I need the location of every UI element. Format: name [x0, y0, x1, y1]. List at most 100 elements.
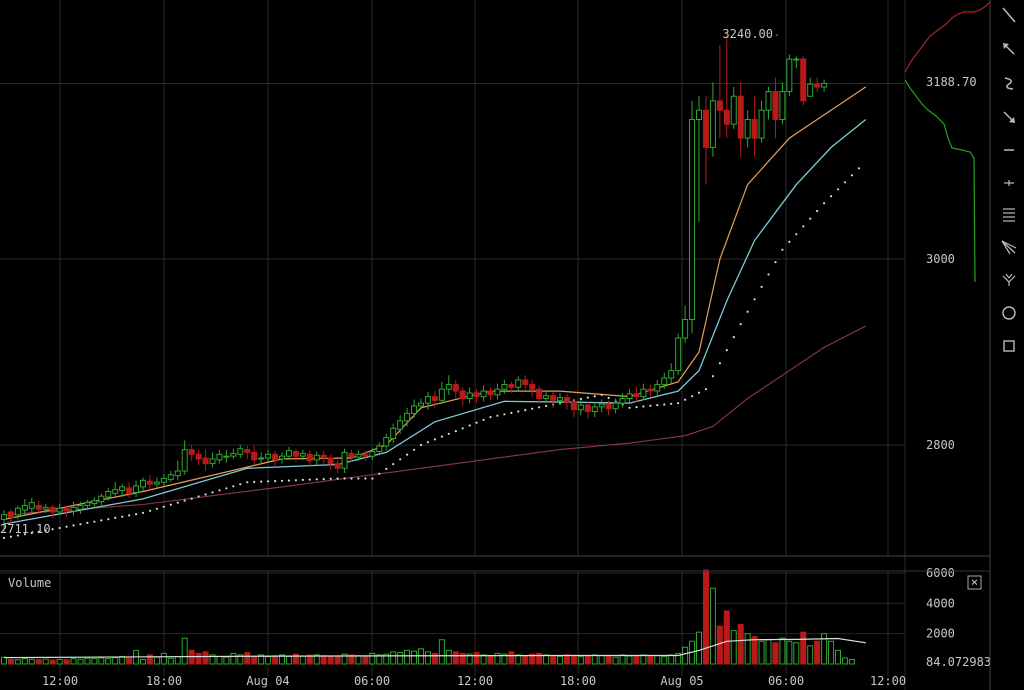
candle: [654, 379, 661, 396]
volume-bar: [758, 640, 765, 665]
candle: [640, 383, 647, 401]
volume-bar: [716, 625, 723, 665]
volume-bar: [91, 658, 98, 665]
indicator-dot: [315, 478, 318, 481]
candle: [612, 398, 619, 414]
candle-body: [390, 427, 397, 439]
arrow-up-left-icon[interactable]: [996, 36, 1022, 62]
vertical-line-icon[interactable]: [996, 170, 1022, 196]
indicator-dot: [44, 529, 47, 532]
indicator-dot: [232, 485, 235, 488]
indicator-dot: [385, 467, 388, 470]
x-axis-tick-label: 18:00: [146, 674, 182, 688]
curve-tool-icon[interactable]: [996, 70, 1022, 96]
volume-axis-tick-label: 4000: [926, 596, 955, 610]
volume-close-button[interactable]: [967, 575, 982, 590]
indicator-dot: [628, 406, 631, 409]
candle-body: [668, 370, 675, 379]
volume-bar: [411, 650, 418, 665]
candle-body: [188, 449, 195, 455]
candle-body: [605, 403, 612, 410]
candle-body: [452, 384, 459, 392]
indicator-dot: [468, 424, 471, 427]
candle-body: [786, 58, 793, 93]
volume-bar: [612, 656, 619, 665]
indicator-dot: [816, 209, 819, 213]
candle-body: [56, 507, 63, 513]
volume-bar: [536, 652, 543, 665]
candle: [619, 392, 626, 408]
volume-bar: [140, 658, 146, 665]
line-tool-icon[interactable]: [996, 2, 1022, 28]
candle-body: [682, 318, 689, 339]
volume-bar: [584, 655, 591, 665]
candle: [668, 363, 675, 384]
candle: [508, 381, 515, 393]
candle-body: [397, 420, 404, 430]
candle-body: [272, 453, 279, 461]
candle: [258, 452, 265, 464]
candle: [716, 45, 723, 139]
indicator-dot: [593, 395, 596, 398]
candle-body: [251, 451, 258, 461]
candle-body: [355, 453, 362, 458]
indicator-dot: [718, 362, 722, 365]
volume-bar: [181, 637, 188, 665]
candle-body: [35, 504, 42, 510]
candle-body: [466, 392, 473, 400]
candle-body: [216, 453, 223, 461]
candle-body: [126, 487, 133, 494]
volume-bar: [543, 654, 550, 665]
volume-bar: [424, 651, 431, 665]
rectangle-icon[interactable]: [996, 333, 1022, 359]
candle: [591, 402, 598, 418]
candle: [355, 450, 362, 461]
pitchfork-icon[interactable]: [996, 266, 1022, 292]
volume-bar: [70, 658, 77, 665]
candle-body: [619, 398, 626, 404]
volume-bar: [591, 654, 598, 665]
indicator-dot: [350, 477, 353, 480]
candle-body: [21, 504, 28, 511]
candle-body: [265, 453, 272, 459]
indicator-dot: [9, 535, 12, 538]
volume-bar: [390, 651, 397, 665]
volume-bar: [661, 656, 668, 665]
candle: [313, 451, 320, 465]
candle-body: [49, 506, 56, 513]
volume-bar: [765, 639, 772, 665]
candle-body: [543, 395, 550, 399]
indicator-dot: [100, 519, 103, 522]
volume-bar: [320, 655, 327, 665]
candle-body: [181, 449, 188, 472]
candle-body: [570, 401, 577, 411]
candle-body: [1, 514, 7, 520]
candle-body: [202, 457, 209, 465]
fan-icon[interactable]: [996, 234, 1022, 260]
candle-body: [696, 109, 702, 120]
candle-body: [480, 390, 487, 398]
horizontal-line-icon[interactable]: [996, 138, 1022, 164]
candle-body: [626, 393, 633, 400]
indicator-dot: [406, 453, 409, 456]
indicator-dot: [364, 477, 367, 480]
volume-bar: [557, 655, 563, 665]
circle-icon[interactable]: [996, 300, 1022, 326]
indicator-dot: [329, 477, 332, 480]
indicator-dot: [670, 402, 673, 405]
arrow-down-right-icon[interactable]: [996, 104, 1022, 130]
candle-body: [348, 452, 355, 458]
fibonacci-icon[interactable]: [996, 202, 1022, 228]
volume-bar: [550, 655, 557, 665]
candle: [723, 35, 730, 139]
indicator-dot: [461, 427, 464, 430]
indicator-dot: [93, 520, 96, 523]
volume-bar: [487, 655, 494, 665]
candle: [188, 445, 195, 461]
volume-bar: [709, 587, 716, 665]
candle: [292, 448, 299, 462]
close-icon[interactable]: ⨯: [971, 575, 978, 589]
candle-body: [431, 396, 438, 401]
candle-body: [557, 397, 563, 401]
